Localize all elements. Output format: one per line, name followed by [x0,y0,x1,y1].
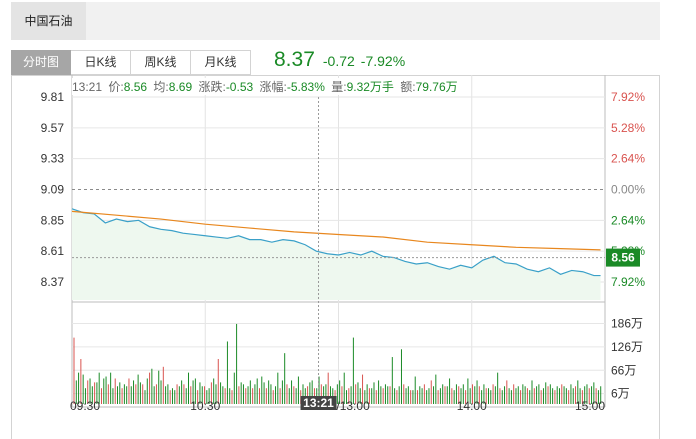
volume-tick-label: 6万 [611,387,630,401]
x-tick-label: 15:00 [575,399,605,413]
quote-summary: 8.37 -0.72 -7.92% [274,48,405,72]
pct-tick-label: 7.92% [611,275,645,289]
info-volume-label: 量: [331,80,347,94]
current-price: 8.37 [274,48,315,71]
volume-tick-label: 126万 [611,340,643,354]
pct-tick-label: 2.64% [611,213,645,227]
price-tick-label: 8.37 [41,275,65,289]
price-tick-label: 8.61 [41,244,65,258]
pct-tick-label: 7.92% [611,90,645,104]
tab-monthly-k[interactable]: 月K线 [191,50,251,75]
volume-tick-label: 186万 [611,317,643,331]
pct-tick-label: 0.00% [611,183,645,197]
info-volume: 9.32万手 [346,80,394,94]
crosshair-price-label: 8.56 [611,251,635,265]
info-pct: -5.83% [286,80,325,94]
x-tick-label: 10:30 [190,399,220,413]
info-change: -0.53 [225,80,254,94]
pct-tick-label: 2.64% [611,152,645,166]
chart-frame [11,75,660,439]
price-tick-label: 9.57 [41,121,65,135]
price-area-fill [72,208,601,300]
info-change-label: 涨跌: [198,80,226,94]
price-tick-label: 9.81 [41,90,65,104]
tab-daily-k[interactable]: 日K线 [71,50,131,75]
volume-tick-label: 66万 [611,363,636,377]
info-avg: 8.69 [168,80,193,94]
stock-tab-bar: 中国石油 [11,2,660,40]
pct-tick-label: 5.28% [611,121,645,135]
info-avg-label: 均: [153,80,169,94]
price-line [71,208,601,277]
tab-intraday[interactable]: 分时图 [11,50,71,75]
x-tick-label: 09:30 [70,399,100,413]
chart-type-tabs: 分时图 日K线 周K线 月K线 [11,50,251,75]
info-time: 13:21 [72,80,103,94]
info-price-label: 价: [108,80,124,94]
tab-weekly-k[interactable]: 周K线 [131,50,191,75]
crosshair-time-label: 13:21 [303,396,334,410]
crosshair-price-box [606,248,640,267]
price-tick-label: 9.33 [41,152,65,166]
crosshair-info-bar: 13:21 价:8.56 均:8.69 涨跌:-0.53 涨幅:-5.83% 量… [72,78,461,95]
x-tick-label: 14:00 [457,399,487,413]
price-change-pct: -7.92% [360,53,406,69]
info-price: 8.56 [123,80,148,94]
avg-price-line [71,210,601,251]
price-change: -0.72 [322,53,355,69]
info-pct-label: 涨幅: [259,80,287,94]
stock-name-tab[interactable]: 中国石油 [11,2,86,40]
info-amount: 79.76万 [415,80,458,94]
price-tick-label: 9.09 [41,183,65,197]
info-amount-label: 额: [400,80,416,94]
price-tick-label: 8.85 [41,213,65,227]
crosshair-time-box [300,396,337,410]
